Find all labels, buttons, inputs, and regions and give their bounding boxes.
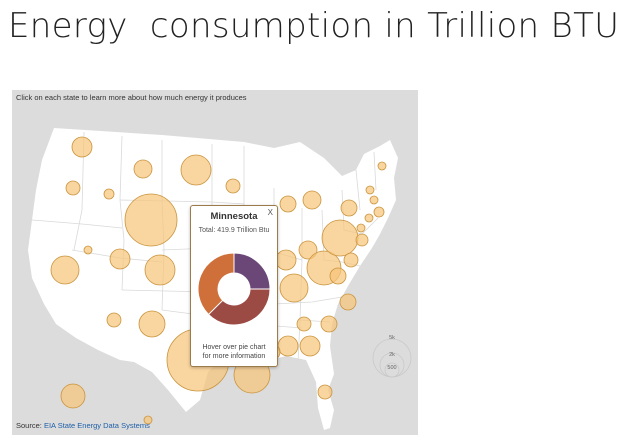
donut-segment-3[interactable] <box>197 252 235 316</box>
popup-total: Total: 419.9 Trillion Btu <box>198 227 270 234</box>
bubble-wisconsin <box>279 195 297 213</box>
bubble-nevada <box>83 245 93 255</box>
bubble-virginia <box>343 252 359 268</box>
size-legend: 5k 2k 500 <box>372 328 412 388</box>
bubble-north-dakota <box>180 154 212 186</box>
bubble-georgia <box>299 335 321 357</box>
bubble-maine <box>377 161 387 171</box>
popup-hint: Hover over pie chart for more informatio… <box>202 344 266 360</box>
source-link[interactable]: EIA State Energy Data Systems <box>43 421 150 430</box>
bubble-tennessee <box>321 219 359 257</box>
bubble-hawaii <box>143 415 153 425</box>
bubble-kentucky <box>329 267 347 285</box>
bubble-washington <box>71 136 93 158</box>
bubble-michigan <box>302 190 322 210</box>
map-panel[interactable]: Click on each state to learn more about … <box>12 90 418 435</box>
map-instruction: Click on each state to learn more about … <box>16 93 247 102</box>
bubble-colorado <box>144 254 176 286</box>
bubble-indiana <box>298 240 318 260</box>
size-legend-medium: 2k <box>389 352 395 358</box>
size-legend-large: 5k <box>389 335 395 341</box>
bubble-connecticut <box>364 213 374 223</box>
bubble-utah <box>109 248 131 270</box>
state-popup[interactable]: Minnesota X Total: 419.9 Trillion Btu Ho… <box>190 205 278 367</box>
bubble-alaska <box>60 383 86 409</box>
bubble-florida <box>317 384 333 400</box>
bubble-idaho <box>103 188 115 200</box>
bubble-oregon <box>65 180 81 196</box>
bubble-missouri <box>279 273 309 303</box>
bubble-montana <box>133 159 153 179</box>
bubble-south-carolina <box>320 315 338 333</box>
bubble-wyoming <box>124 193 178 247</box>
close-icon[interactable]: X <box>267 208 273 217</box>
source-line: Source: EIA State Energy Data Systems <box>16 421 150 430</box>
donut-segment-1[interactable] <box>233 252 271 290</box>
bubble-pennsylvania <box>340 199 358 217</box>
bubble-iowa <box>296 316 312 332</box>
bubble-california <box>50 255 80 285</box>
bubble-new-hampshire <box>369 195 379 205</box>
slide-title: Energy consumption in Trillion BTU <box>8 6 620 46</box>
bubble-south-dakota <box>225 178 241 194</box>
bubble-arizona <box>106 312 122 328</box>
bubble-new-mexico <box>138 310 166 338</box>
size-legend-small: 500 <box>387 365 397 371</box>
bubble-new-york <box>355 233 369 247</box>
popup-state-name: Minnesota <box>210 211 258 222</box>
bubble-illinois <box>275 249 297 271</box>
bubble-alabama <box>277 335 299 357</box>
energy-donut-chart[interactable] <box>191 239 277 339</box>
donut-segment-2[interactable] <box>207 288 271 326</box>
bubble-new-jersey <box>356 223 366 233</box>
size-legend-circles <box>372 338 412 378</box>
bubble-vermont <box>365 185 375 195</box>
bubble-north-carolina <box>339 293 357 311</box>
bubble-massachusetts <box>373 206 385 218</box>
